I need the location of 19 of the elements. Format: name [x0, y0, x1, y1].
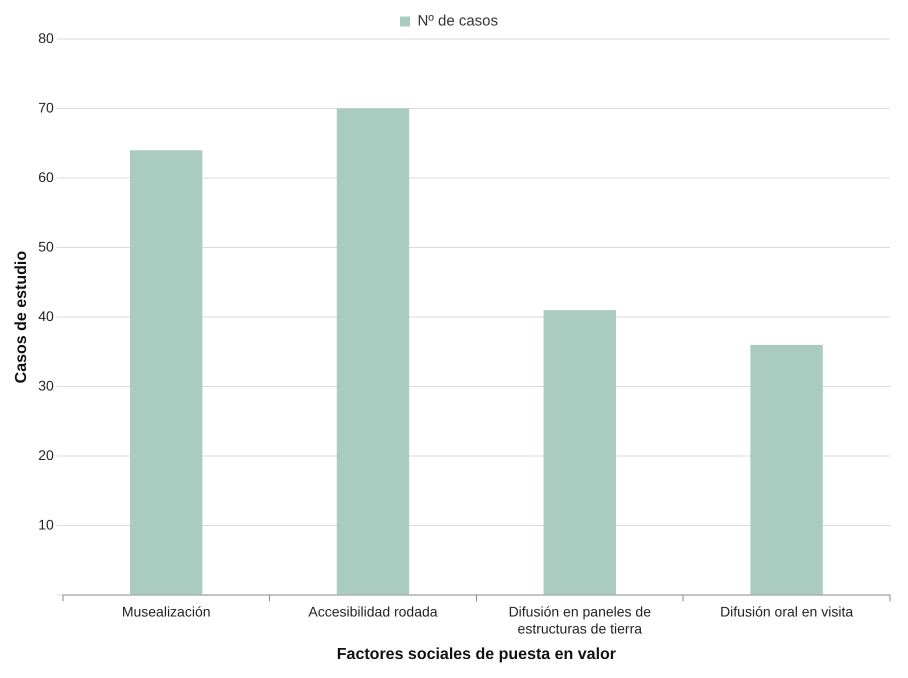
y-tick-label: 80 [38, 30, 54, 46]
y-tick-label: 20 [38, 447, 54, 464]
x-tick-label: Musealización [122, 603, 211, 620]
y-tick-label: 10 [38, 516, 54, 533]
y-tick-label: 40 [38, 308, 54, 324]
x-tick-label: Difusión en paneles de estructuras de tierra [508, 603, 652, 636]
x-axis-title: Factores sociales de puesta en valor [336, 646, 616, 663]
bar [544, 310, 616, 595]
y-tick-label: 30 [38, 377, 54, 394]
bar [750, 344, 823, 595]
y-axis-title: Casos de estudio [13, 250, 30, 384]
bar [130, 150, 202, 595]
bar [336, 108, 410, 595]
y-tick-label: 50 [38, 238, 54, 254]
x-tick-label: Difusión oral en visita [720, 603, 854, 620]
y-tick-label: 70 [38, 99, 54, 116]
legend-label: Nº de casos [417, 12, 498, 30]
x-tick-label: Accesibilidad rodada [308, 603, 438, 620]
y-tick-label: 60 [38, 168, 54, 185]
